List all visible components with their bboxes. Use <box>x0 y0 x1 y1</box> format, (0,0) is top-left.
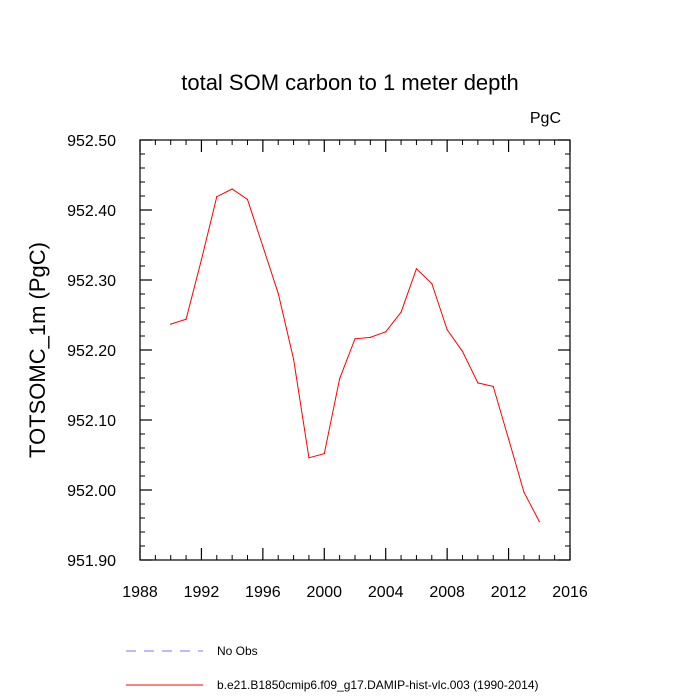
series-line <box>170 188 540 522</box>
data-point <box>415 268 418 270</box>
data-point <box>400 311 402 313</box>
x-tick-label: 2004 <box>368 584 404 601</box>
y-tick-label: 952.00 <box>67 483 116 500</box>
x-tick-label: 2012 <box>491 584 527 601</box>
legend-label: b.e21.B1850cmip6.f09_g17.DAMIP-hist-vlc.… <box>217 678 539 692</box>
data-point <box>308 457 310 459</box>
data-point <box>170 323 172 325</box>
data-point <box>185 318 187 320</box>
y-tick-label: 952.40 <box>67 203 116 220</box>
legend: No Obs b.e21.B1850cmip6.f09_g17.DAMIP-his… <box>126 644 539 692</box>
data-point <box>231 188 233 190</box>
data-point <box>369 336 371 338</box>
y-tick-label: 952.50 <box>67 133 116 150</box>
data-point <box>246 198 249 201</box>
y-tick-label: 952.10 <box>67 413 116 430</box>
y-ticks: 951.90 952.00 952.10 952.20 952.30 952.40 952.… <box>67 133 570 570</box>
x-tick-label: 2016 <box>552 584 588 601</box>
data-point <box>385 331 387 333</box>
data-point <box>292 358 295 360</box>
data-point <box>431 282 433 285</box>
data-point <box>446 329 448 331</box>
data-point <box>354 338 356 340</box>
chart-title: total SOM carbon to 1 meter depth <box>181 70 519 95</box>
data-point <box>216 196 218 198</box>
data-point <box>339 378 341 380</box>
data-point <box>538 520 540 523</box>
units-label: PgC <box>530 110 561 127</box>
data-point <box>323 453 325 455</box>
y-tick-label: 952.20 <box>67 343 116 360</box>
data-point <box>492 385 494 387</box>
y-axis-label: TOTSOMC_1m (PgC) <box>25 242 50 458</box>
x-tick-label: 2000 <box>306 584 342 601</box>
series-group <box>170 188 540 523</box>
x-ticks: 1988 1992 1996 2000 2004 2008 2012 2016 <box>122 140 588 601</box>
data-point <box>262 245 264 247</box>
legend-label: No Obs <box>217 644 258 658</box>
data-point <box>507 438 510 440</box>
data-point <box>200 259 203 261</box>
x-tick-label: 2008 <box>429 584 465 601</box>
x-tick-label: 1988 <box>122 584 158 601</box>
data-point <box>461 350 464 352</box>
data-point <box>523 491 525 493</box>
data-point <box>477 382 479 384</box>
y-tick-label: 951.90 <box>67 553 116 570</box>
y-tick-label: 952.30 <box>67 273 116 290</box>
plot-frame <box>139 139 571 561</box>
data-point <box>277 292 279 294</box>
x-tick-label: 1992 <box>184 584 220 601</box>
x-tick-label: 1996 <box>245 584 281 601</box>
